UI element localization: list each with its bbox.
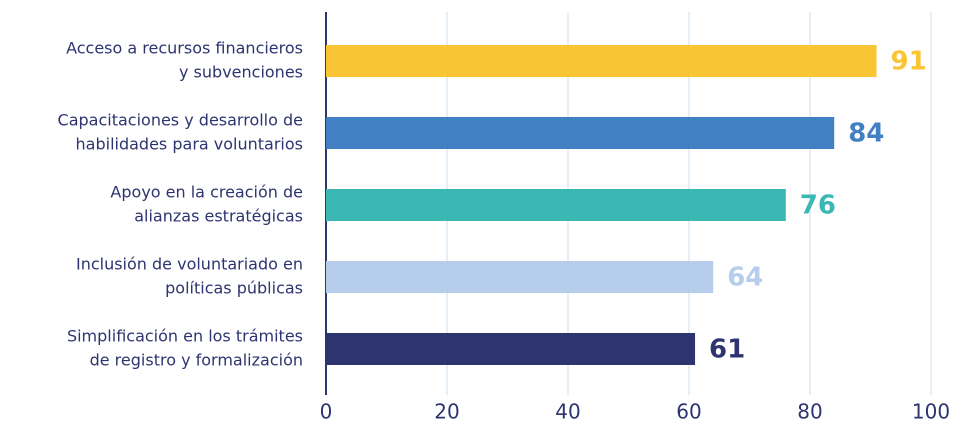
category-label: de registro y formalización: [90, 351, 303, 370]
bar: [326, 117, 835, 149]
value-label: 76: [800, 191, 836, 221]
category-label: habilidades para voluntarios: [76, 135, 303, 154]
x-tick-label: 0: [320, 400, 333, 424]
value-label: 84: [848, 119, 884, 149]
category-label: alianzas estratégicas: [134, 207, 303, 226]
value-label: 91: [891, 47, 927, 77]
bar: [326, 189, 786, 221]
category-label: políticas públicas: [165, 279, 303, 298]
x-tick-label: 60: [676, 400, 701, 424]
x-tick-label: 20: [434, 400, 459, 424]
category-label: y subvenciones: [179, 63, 303, 82]
bar: [326, 45, 877, 77]
category-label: Acceso a recursos financieros: [66, 39, 303, 58]
x-tick-label: 100: [912, 400, 950, 424]
bar: [326, 261, 714, 293]
x-tick-label: 80: [797, 400, 822, 424]
category-label: Simplificación en los trámites: [67, 327, 303, 346]
x-tick-label: 40: [555, 400, 580, 424]
category-label: Capacitaciones y desarrollo de: [58, 111, 303, 130]
category-label: Inclusión de voluntariado en: [76, 255, 303, 274]
category-label: Apoyo en la creación de: [110, 183, 303, 202]
value-label: 61: [709, 335, 745, 365]
bar: [326, 333, 696, 365]
value-label: 64: [727, 263, 763, 293]
